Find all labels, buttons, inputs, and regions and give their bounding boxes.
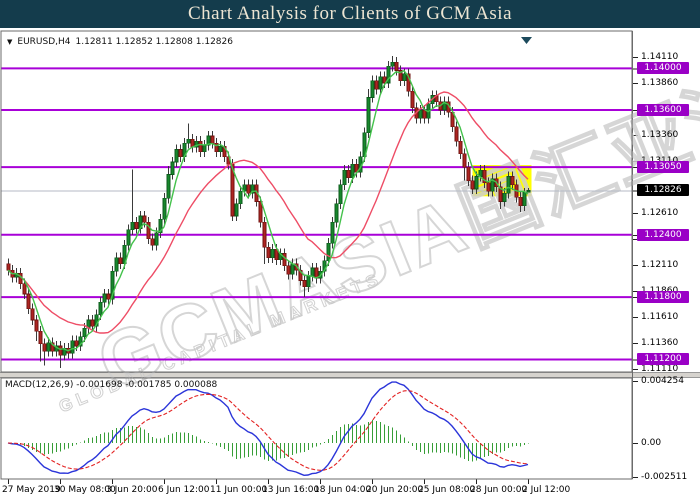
price-axis[interactable] [633,31,699,479]
macd-indicator-header: MACD(12,26,9) -0.001698 -0.001785 0.0000… [5,380,217,390]
symbol-dropdown-icon[interactable]: ▼ [7,37,13,46]
symbol-header: ▼ EURUSD,H4 1.12811 1.12852 1.12808 1.12… [7,37,233,47]
macd-label: MACD(12,26,9) [5,380,74,390]
macd-values: -0.001698 -0.001785 0.000088 [76,380,218,390]
page-title: Chart Analysis for Clients of GCM Asia [187,3,513,24]
main-chart-panel[interactable] [1,31,632,372]
symbol-label: EURUSD,H4 [17,37,71,47]
symbol-ohlc-values: 1.12811 1.12852 1.12808 1.12826 [75,37,233,47]
chart-shift-marker[interactable] [518,33,536,46]
macd-panel[interactable] [1,378,632,479]
title-bar: Chart Analysis for Clients of GCM Asia [0,0,700,28]
time-axis[interactable] [0,481,632,500]
